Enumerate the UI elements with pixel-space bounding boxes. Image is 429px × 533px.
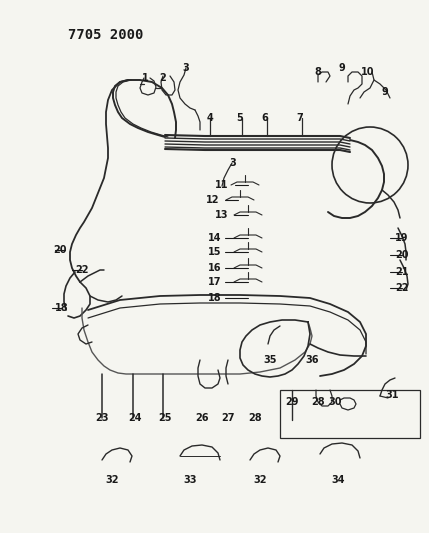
Text: 1: 1 bbox=[142, 73, 148, 83]
Text: 13: 13 bbox=[215, 210, 229, 220]
Text: 27: 27 bbox=[221, 413, 235, 423]
Text: 29: 29 bbox=[285, 397, 299, 407]
Text: 8: 8 bbox=[314, 67, 321, 77]
Text: 34: 34 bbox=[331, 475, 345, 485]
Text: 5: 5 bbox=[237, 113, 243, 123]
Text: 23: 23 bbox=[95, 413, 109, 423]
Text: 24: 24 bbox=[128, 413, 142, 423]
Bar bbox=[280, 390, 420, 438]
Text: 7: 7 bbox=[296, 113, 303, 123]
Text: 10: 10 bbox=[361, 67, 375, 77]
Text: 28: 28 bbox=[311, 397, 325, 407]
Text: 14: 14 bbox=[208, 233, 222, 243]
Text: 36: 36 bbox=[305, 355, 319, 365]
Text: 35: 35 bbox=[263, 355, 277, 365]
Text: 31: 31 bbox=[385, 390, 399, 400]
Text: 15: 15 bbox=[208, 247, 222, 257]
Text: 20: 20 bbox=[395, 250, 409, 260]
Text: 19: 19 bbox=[395, 233, 409, 243]
Text: 9: 9 bbox=[338, 63, 345, 73]
Text: 6: 6 bbox=[262, 113, 269, 123]
Text: 3: 3 bbox=[230, 158, 236, 168]
Text: 4: 4 bbox=[207, 113, 213, 123]
Text: 11: 11 bbox=[215, 180, 229, 190]
Text: 32: 32 bbox=[253, 475, 267, 485]
Text: 2: 2 bbox=[160, 73, 166, 83]
Text: 3: 3 bbox=[183, 63, 189, 73]
Text: 33: 33 bbox=[183, 475, 197, 485]
Text: 12: 12 bbox=[206, 195, 220, 205]
Text: 20: 20 bbox=[53, 245, 67, 255]
Text: 32: 32 bbox=[105, 475, 119, 485]
Text: 7705 2000: 7705 2000 bbox=[68, 28, 143, 42]
Text: 17: 17 bbox=[208, 277, 222, 287]
Text: 16: 16 bbox=[208, 263, 222, 273]
Text: 26: 26 bbox=[195, 413, 209, 423]
Text: 28: 28 bbox=[248, 413, 262, 423]
Text: 30: 30 bbox=[328, 397, 342, 407]
Text: 9: 9 bbox=[382, 87, 388, 97]
Text: 18: 18 bbox=[55, 303, 69, 313]
Text: 22: 22 bbox=[395, 283, 409, 293]
Text: 21: 21 bbox=[395, 267, 409, 277]
Text: 22: 22 bbox=[75, 265, 89, 275]
Text: 25: 25 bbox=[158, 413, 172, 423]
Text: 18: 18 bbox=[208, 293, 222, 303]
